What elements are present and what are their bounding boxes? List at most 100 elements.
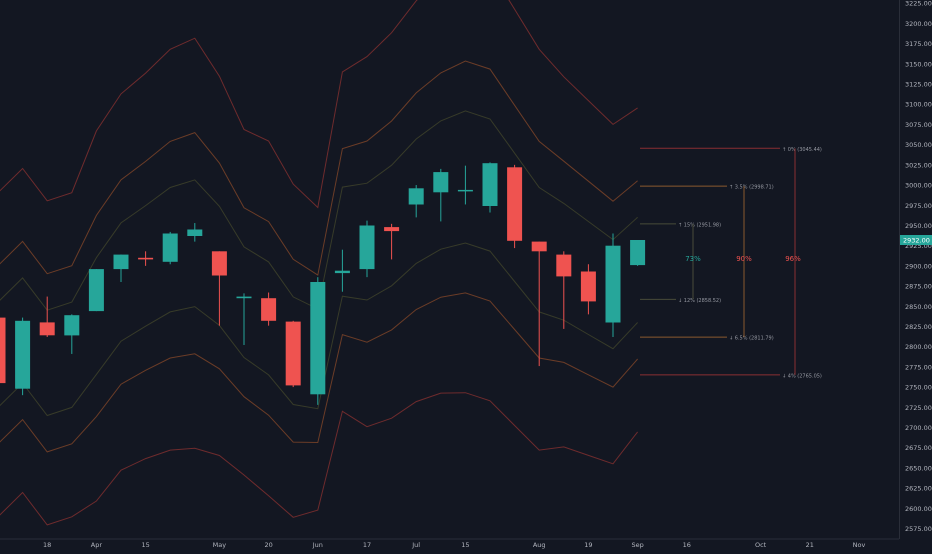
- level-label: ↑ 3.5% (2998.71): [729, 185, 774, 191]
- time-tick-label: 19: [584, 541, 592, 549]
- time-tick-label: 15: [141, 541, 149, 549]
- time-tick-label: 18: [43, 541, 51, 549]
- candle-body: [580, 271, 596, 302]
- price-tick-label: 3000.00: [905, 182, 932, 190]
- candles-layer: [0, 162, 646, 405]
- time-tick-label: 21: [806, 541, 814, 549]
- candle-body: [15, 320, 31, 389]
- time-axis[interactable]: r18Apr15May20Jun17Jul15Aug19Sep16Oct21No…: [0, 538, 932, 550]
- candle: [531, 241, 547, 367]
- time-tick-label: 17: [363, 541, 371, 549]
- price-axis-border: [899, 0, 900, 539]
- price-tick-label: 3150.00: [905, 60, 932, 68]
- price-tick-label: 2875.00: [905, 283, 932, 291]
- band-outer-lower: [0, 392, 638, 526]
- candle: [138, 251, 154, 266]
- candle-body: [310, 282, 326, 395]
- price-tick-label: 2825.00: [905, 323, 932, 331]
- candle: [187, 223, 203, 242]
- bands-layer: [0, 0, 638, 526]
- candle-body: [162, 233, 178, 262]
- price-tick-label: 3100.00: [905, 101, 932, 109]
- candle-body: [187, 229, 203, 236]
- candle: [0, 317, 6, 384]
- candle-body: [211, 251, 227, 276]
- candle-body: [457, 189, 473, 192]
- time-tick-label: Jul: [411, 541, 420, 549]
- level-label: ↓ 6.5% (2811.79): [729, 336, 774, 342]
- candle: [39, 296, 55, 337]
- candle: [457, 165, 473, 205]
- candle-body: [630, 240, 646, 266]
- candle-body: [113, 254, 129, 270]
- price-tick-label: 2675.00: [905, 444, 932, 452]
- price-tick-label: 3125.00: [905, 81, 932, 89]
- candle-body: [236, 296, 252, 299]
- candle-body: [88, 269, 104, 312]
- candle: [605, 233, 621, 337]
- candle-body: [359, 225, 375, 270]
- candle: [384, 223, 400, 260]
- candle-body: [507, 167, 523, 241]
- candle-body: [334, 270, 350, 274]
- candle-body: [605, 245, 621, 323]
- candle-body: [261, 298, 277, 321]
- price-tick-label: 3225.00: [905, 0, 932, 8]
- price-tick-label: 2625.00: [905, 485, 932, 493]
- candle: [408, 185, 424, 218]
- band-outer-upper: [0, 0, 638, 209]
- time-tick-label: Jun: [312, 541, 323, 549]
- candle: [433, 168, 449, 222]
- price-tick-label: 2575.00: [905, 525, 932, 533]
- candle-body: [384, 227, 400, 232]
- price-tick-label: 2900.00: [905, 262, 932, 270]
- candle: [556, 251, 572, 329]
- time-tick-label: 16: [683, 541, 691, 549]
- price-tick-label: 2650.00: [905, 464, 932, 472]
- levels-layer: ↑ 0% (3045.44) ↑ 3.5% (2998.71) ↑ 15% (295…: [640, 147, 822, 379]
- candle-body: [556, 254, 572, 277]
- price-axis-background: [899, 0, 932, 550]
- price-tick-label: 2800.00: [905, 343, 932, 351]
- time-tick-label: Nov: [853, 541, 866, 549]
- candle: [359, 220, 375, 278]
- price-axis[interactable]: 2575.00 2600.00 2625.00 2650.00 2675.00 2700.…: [899, 0, 932, 550]
- candle-body: [138, 257, 154, 260]
- price-tick-label: 2750.00: [905, 384, 932, 392]
- price-tick-label: 2600.00: [905, 505, 932, 513]
- candle: [482, 162, 498, 213]
- time-tick-label: Oct: [755, 541, 767, 549]
- candle: [236, 293, 252, 346]
- time-tick-label: Aug: [533, 541, 546, 549]
- candle: [162, 231, 178, 265]
- probability-label: 96%: [785, 255, 801, 263]
- price-tick-label: 3050.00: [905, 141, 932, 149]
- current-price-label: 2932.00: [903, 237, 930, 245]
- price-tick-label: 2700.00: [905, 424, 932, 432]
- candle: [261, 292, 277, 326]
- band-inner-lower: [0, 242, 638, 417]
- candle: [211, 251, 227, 326]
- price-tick-label: 2725.00: [905, 404, 932, 412]
- time-tick-label: Apr: [91, 541, 103, 549]
- price-tick-label: 2975.00: [905, 202, 932, 210]
- candle: [507, 164, 523, 249]
- candle: [580, 264, 596, 315]
- price-tick-label: 2950.00: [905, 222, 932, 230]
- candle-body: [482, 163, 498, 206]
- price-tick-label: 3175.00: [905, 40, 932, 48]
- candle-body: [39, 322, 55, 336]
- price-tick-label: 2850.00: [905, 303, 932, 311]
- level-label: ↑ 0% (3045.44): [782, 147, 822, 153]
- probability-label: 90%: [736, 255, 752, 263]
- candle: [15, 317, 31, 396]
- candle: [630, 240, 646, 266]
- candle-body: [433, 172, 449, 193]
- level-label: ↑ 15% (2951.98): [678, 222, 721, 228]
- candle-body: [531, 241, 547, 252]
- candle: [285, 320, 301, 388]
- price-tick-label: 2775.00: [905, 363, 932, 371]
- current-price-badge: [900, 235, 932, 245]
